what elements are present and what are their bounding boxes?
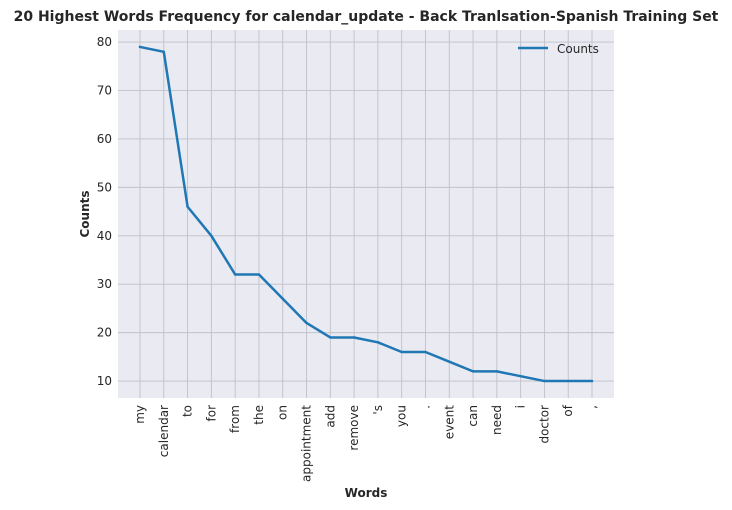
- data-point: [448, 360, 451, 363]
- data-point: [352, 336, 356, 339]
- x-tick-label: 's: [371, 405, 385, 415]
- chart-title: 20 Highest Words Frequency for calendar_…: [14, 9, 719, 25]
- y-tick-label: 10: [97, 374, 112, 388]
- data-point: [519, 375, 522, 378]
- data-point: [543, 379, 546, 383]
- x-tick-labels: my calendar to for from the on appointment add re…: [133, 404, 599, 482]
- x-tick-label: ,: [585, 405, 599, 409]
- y-tick-label: 20: [97, 326, 112, 340]
- x-tick-label: need: [490, 405, 504, 435]
- y-axis-label: Counts: [78, 190, 92, 237]
- data-point: [186, 205, 189, 208]
- data-point: [424, 350, 427, 354]
- x-tick-label: calendar: [157, 405, 171, 457]
- data-point: [210, 234, 213, 237]
- y-tick-labels: 10 20 30 40 50 60 70 80: [97, 35, 112, 388]
- grid-lines: [118, 30, 614, 398]
- x-tick-label: add: [323, 405, 337, 428]
- y-tick-label: 60: [97, 132, 112, 146]
- data-point: [281, 297, 284, 300]
- y-tick-label: 50: [97, 180, 112, 194]
- x-tick-label: on: [276, 405, 290, 420]
- y-tick-label: 70: [97, 84, 112, 98]
- x-tick-label: to: [181, 405, 195, 417]
- data-point: [329, 336, 332, 339]
- data-point: [495, 370, 499, 373]
- x-tick-label: appointment: [300, 405, 314, 482]
- data-point: [257, 273, 261, 276]
- x-tick-label: of: [561, 404, 575, 416]
- data-point: [138, 45, 142, 49]
- data-point: [305, 321, 308, 325]
- y-tick-label: 40: [97, 229, 112, 243]
- x-tick-label: my: [133, 405, 147, 424]
- plot-area: [118, 30, 614, 398]
- x-tick-label: i: [514, 405, 528, 408]
- series-layer: [138, 45, 594, 383]
- x-tick-label: you: [395, 405, 409, 427]
- data-point: [376, 341, 380, 344]
- x-axis-label: Words: [345, 486, 388, 500]
- data-point: [233, 273, 237, 276]
- x-tick-label: from: [228, 405, 242, 433]
- y-tick-label: 30: [97, 277, 112, 291]
- data-point: [590, 379, 594, 383]
- data-point: [400, 350, 403, 354]
- legend-label: Counts: [557, 42, 599, 56]
- data-point: [567, 379, 570, 383]
- x-tick-label: event: [442, 405, 456, 439]
- x-tick-label: for: [204, 405, 218, 422]
- x-tick-label: remove: [347, 405, 361, 451]
- data-point: [471, 370, 475, 373]
- x-tick-label: doctor: [537, 405, 551, 444]
- x-tick-label: can: [466, 405, 480, 427]
- legend: Counts: [518, 42, 599, 56]
- series-line: [138, 45, 594, 383]
- data-point: [162, 50, 165, 53]
- y-tick-label: 80: [97, 35, 112, 49]
- x-tick-label: .: [418, 405, 432, 409]
- x-tick-label: the: [252, 405, 266, 425]
